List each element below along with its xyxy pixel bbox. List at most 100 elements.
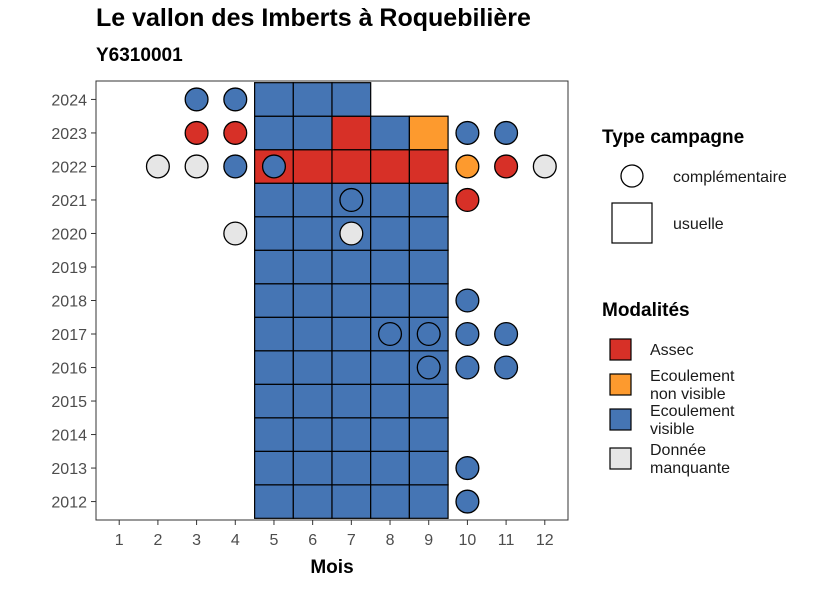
usuelle-cell-2019-7 [331,249,372,285]
y-tick-label-2024: 2024 [51,92,87,109]
usuelle-cell-2018-8 [370,283,410,318]
usuelle-cell-2016-5 [254,350,294,385]
legend-label-complementaire: complémentaire [673,169,787,186]
usuelle-cell-2015-8 [370,383,410,419]
usuelle-cell-2023-5 [254,115,294,151]
legend-label-line: Donnée [650,442,706,459]
legend-label-donn-e-manquante: Donnée manquante [650,442,730,477]
legend-label-usuelle: usuelle [673,216,724,233]
usuelle-cell-2021-9 [408,182,449,218]
complementaire-point-2017-9 [416,321,441,347]
usuelle-cell-2018-6 [292,283,333,318]
usuelle-cell-2020-5 [254,216,294,251]
complementaire-point-2022-11 [494,154,519,179]
complementaire-point-2017-11 [494,321,519,347]
usuelle-cell-2013-6 [292,450,333,486]
usuelle-cell-2014-6 [292,417,333,452]
usuelle-cell-2024-5 [254,82,294,117]
complementaire-point-2021-10 [455,187,480,213]
usuelle-cell-2015-9 [408,383,449,419]
complementaire-point-2023-3 [184,120,209,145]
legend-label-assec: Assec [650,342,694,359]
usuelle-cell-2022-8 [370,149,410,184]
x-tick-label-5: 5 [270,532,279,549]
complementaire-point-2021-7 [339,187,364,213]
x-tick-label-2: 2 [153,532,162,549]
x-tick-label-10: 10 [459,532,477,549]
x-tick-label-7: 7 [347,532,356,549]
y-tick-label-2021: 2021 [51,193,87,210]
usuelle-cell-2013-5 [254,450,294,486]
usuelle-cell-2019-9 [408,249,449,285]
usuelle-cell-2023-9 [408,115,449,151]
usuelle-cell-2013-8 [370,450,410,486]
usuelle-cell-2015-7 [331,383,372,419]
usuelle-cell-2012-5 [254,484,294,519]
usuelle-cell-2019-8 [370,249,410,285]
chart-subtitle: Y6310001 [96,45,183,66]
x-tick-label-12: 12 [536,532,554,549]
x-tick-label-8: 8 [386,532,395,549]
legend-label-ecoulement-non-visible: Ecoulement non visible [650,368,735,403]
usuelle-cell-2020-8 [370,216,410,251]
usuelle-cell-2014-7 [331,417,372,452]
complementaire-point-2012-10 [455,489,480,514]
complementaire-point-2024-3 [184,87,209,112]
complementaire-point-2017-8 [377,321,403,347]
usuelle-cell-2024-6 [292,82,333,117]
complementaire-point-2016-11 [494,355,519,380]
axes: 2012 2013 2014 2015 2016 2017 2018 2019 2020 2021… [51,92,553,578]
usuelle-cell-2012-8 [370,484,410,519]
usuelle-cell-2022-6 [292,149,333,184]
legend-key-complementaire [620,164,644,188]
x-tick-label-4: 4 [231,532,240,549]
legend-key-usuelle [611,202,653,244]
y-tick-label-2020: 2020 [51,226,87,243]
complementaire-point-2023-10 [455,120,480,145]
x-tick-label-3: 3 [192,532,201,549]
complementaire-point-2018-10 [455,288,480,313]
legend-title-type-campagne: Type campagne [602,127,744,148]
x-tick-label-9: 9 [424,532,433,549]
y-tick-label-2014: 2014 [51,428,87,445]
usuelle-cell-2017-7 [331,316,372,352]
complementaire-point-2016-10 [455,355,480,380]
complementaire-point-2022-4 [223,154,248,179]
usuelle-cell-2018-7 [331,283,372,318]
legend-key-ecoulement-visible [609,408,632,431]
usuelle-cell-2012-9 [408,484,449,519]
complementaire-point-2023-11 [494,120,519,145]
complementaire-point-2020-7 [339,221,364,246]
usuelle-cell-2014-9 [408,417,449,452]
usuelle-cell-2021-6 [292,182,333,218]
usuelle-cell-2014-8 [370,417,410,452]
usuelle-cell-2021-8 [370,182,410,218]
legend-label-ecoulement-visible: Ecoulement visible [650,403,735,438]
y-tick-label-2015: 2015 [51,394,87,411]
usuelle-cell-2019-6 [292,249,333,285]
complementaire-point-2022-12 [532,154,557,179]
usuelle-cell-2020-6 [292,216,333,251]
x-tick-label-6: 6 [308,532,317,549]
usuelle-cell-2017-6 [292,316,333,352]
usuelle-cell-2023-6 [292,115,333,151]
chart-title: Le vallon des Imberts à Roquebilière [96,4,531,32]
complementaire-point-2016-9 [416,355,441,380]
y-tick-label-2017: 2017 [51,327,87,344]
complementaire-point-2022-5 [261,154,287,179]
usuelle-cell-2014-5 [254,417,294,452]
usuelle-cell-2019-5 [254,249,294,285]
usuelle-cell-2016-7 [331,350,372,385]
plot-area [95,80,569,521]
complementaire-point-2023-4 [223,120,248,145]
complementaire-point-2022-3 [184,154,209,179]
usuelle-cell-2022-7 [331,149,372,184]
usuelle-cell-2013-7 [331,450,372,486]
usuelle-cell-2020-9 [408,216,449,251]
y-tick-label-2012: 2012 [51,495,87,512]
usuelle-cell-2013-9 [408,450,449,486]
complementaire-point-2017-10 [455,321,480,347]
y-tick-label-2022: 2022 [51,159,87,176]
complementaire-point-2024-4 [223,87,248,112]
